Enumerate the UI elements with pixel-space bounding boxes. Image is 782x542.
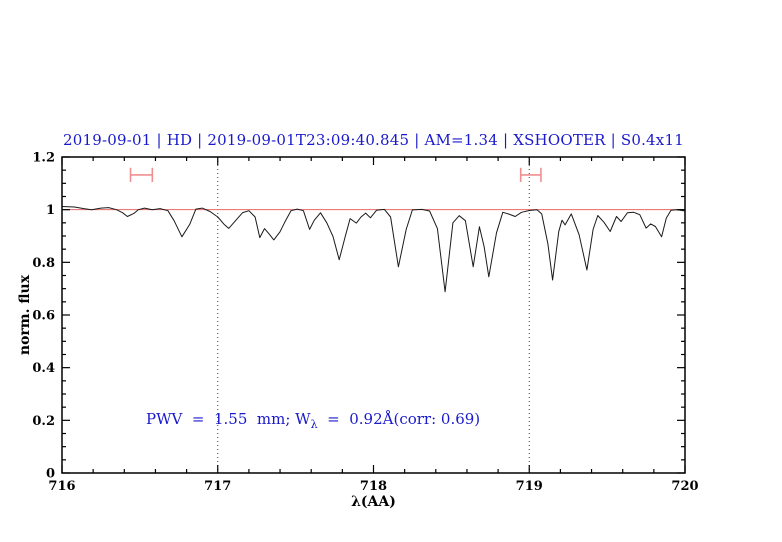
annotation-text-pre: PWV = 1.55 mm; W [146,410,311,428]
y-tick-label: 1 [46,203,55,218]
y-tick-label: 0.2 [32,414,55,429]
x-tick-label: 720 [671,479,698,494]
spectrum-line [61,206,686,293]
x-tick-label: 719 [516,479,543,494]
annotation-lambda-subscript: λ [310,418,318,431]
x-tick-label: 717 [204,479,231,494]
y-tick-label: 1.2 [32,151,55,166]
pwv-annotation: PWV = 1.55 mm; Wλ = 0.92Å(corr: 0.69) [146,410,480,431]
annotation-text-post: = 0.92Å(corr: 0.69) [317,410,481,428]
y-axis-label: norm. flux [17,274,33,356]
x-tick-label: 718 [360,479,387,494]
x-tick-label: 716 [48,479,75,494]
y-tick-label: 0.8 [32,256,55,271]
plot-title: 2019-09-01 | HD | 2019-09-01T23:09:40.84… [63,131,684,149]
y-tick-label: 0 [46,467,55,482]
y-tick-label: 0.6 [32,309,55,324]
y-tick-label: 0.4 [32,361,55,376]
x-axis-label: λ(AA) [351,494,396,510]
